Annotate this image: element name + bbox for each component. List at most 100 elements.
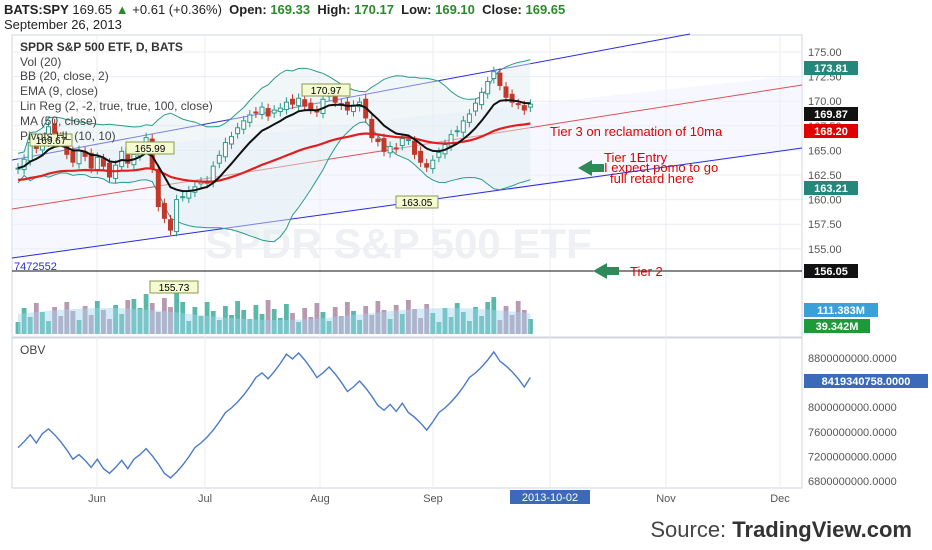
candle-body — [241, 120, 247, 130]
volume-bar — [149, 303, 155, 334]
volume-bar — [119, 314, 125, 334]
price-tick: 175.00 — [808, 47, 842, 59]
price-tick: 160.00 — [808, 195, 842, 207]
pivot-label-3: 165.99 — [125, 141, 175, 155]
volume-bar — [467, 321, 472, 334]
annotation-tier3: Tier 3 on reclamation of 10ma — [550, 124, 723, 139]
volume-bar — [253, 305, 259, 334]
volume-bar — [528, 319, 533, 334]
volume-bar — [40, 312, 45, 334]
quote-header: BATS:SPY 169.65 ▲ +0.61 (+0.36%) Open: 1… — [4, 2, 565, 32]
candle-body — [436, 151, 442, 158]
candle-body — [210, 165, 216, 183]
bollinger-bands — [17, 59, 531, 243]
volume-bar — [162, 298, 167, 334]
svg-text:39.342M: 39.342M — [816, 321, 859, 333]
last-price: 169.65 — [72, 2, 113, 17]
price-tick: 165.00 — [808, 145, 842, 157]
legend-title: SPDR S&P 500 ETF, D, BATS — [20, 40, 183, 54]
ema-line — [17, 99, 531, 193]
volume-bar — [406, 300, 411, 334]
time-label-nov: Nov — [656, 493, 676, 505]
volume-bar — [229, 315, 234, 334]
obv-axis[interactable]: 8800000000.00008400000000.00008000000000… — [808, 353, 897, 488]
candle-body — [216, 154, 222, 164]
candle-body — [302, 99, 308, 107]
candle-body — [174, 199, 180, 233]
svg-text:2013-10-02: 2013-10-02 — [522, 492, 578, 504]
candle-body — [259, 106, 265, 115]
volume-bar — [192, 307, 198, 334]
volume-bar — [58, 316, 64, 334]
volume-bar — [399, 314, 405, 334]
svg-text:169.87: 169.87 — [814, 109, 848, 121]
svg-text:173.81: 173.81 — [814, 63, 848, 75]
candle-body — [466, 113, 472, 123]
volume-bar — [430, 313, 436, 334]
candle-body — [277, 107, 283, 113]
volume-bar — [113, 305, 118, 334]
linreg-upper-line — [11, 33, 691, 161]
candle-body — [497, 72, 503, 86]
volume-bar — [393, 305, 399, 334]
time-cursor-tag: 2013-10-02 — [510, 490, 590, 504]
obv-tick: 8000000000.0000 — [808, 402, 897, 414]
volume-bar — [174, 293, 179, 334]
obv-tick: 8800000000.0000 — [808, 353, 897, 365]
candle-body — [485, 81, 491, 95]
volume-bar — [460, 312, 466, 334]
volume-bar — [265, 300, 271, 334]
candle-body — [271, 109, 277, 114]
candle-body — [454, 130, 460, 133]
svg-text:163.05: 163.05 — [402, 198, 433, 209]
volume-bar — [290, 313, 295, 334]
svg-text:155.73: 155.73 — [159, 283, 190, 294]
candle-body — [387, 145, 393, 154]
change: +0.61 (+0.36%) — [132, 2, 222, 17]
price-axis[interactable]: 175.00172.50170.00167.50165.00162.50160.… — [808, 47, 842, 256]
candle-body — [399, 138, 405, 146]
candle-body — [235, 127, 241, 135]
legend-vol: Vol (20) — [20, 55, 61, 69]
annotation-tier2: Tier 2 — [630, 264, 663, 279]
volume-bar — [241, 310, 247, 334]
svg-text:169.67: 169.67 — [36, 136, 67, 147]
obv-tick: 7600000000.0000 — [808, 427, 897, 439]
obv-pane[interactable] — [11, 337, 803, 489]
volume-bar — [351, 311, 356, 334]
arrow-tier1-icon — [578, 160, 604, 176]
candle-body — [253, 111, 259, 114]
candle-body — [491, 71, 497, 80]
source-credit: Source: TradingView.com — [650, 517, 912, 542]
volume-bar — [210, 311, 216, 334]
volume-bar — [94, 301, 100, 334]
candle-body — [527, 103, 533, 108]
svg-text:170.97: 170.97 — [311, 86, 342, 97]
volume-bar — [155, 312, 161, 334]
volume-bar — [357, 320, 362, 334]
candle-body — [88, 152, 94, 169]
candle-body — [155, 169, 161, 207]
legend-pivots: Pivots HL (10, 10) — [20, 129, 116, 143]
pivot-label-1: 170.97 — [301, 83, 351, 97]
volume-bar — [345, 302, 350, 334]
volume-bar — [509, 315, 515, 334]
price-tick: 157.50 — [808, 219, 842, 231]
candle-body — [100, 158, 106, 167]
candle-body — [283, 101, 289, 111]
volume-bar — [521, 310, 527, 334]
triangle-up-icon: ▲ — [115, 2, 129, 17]
volume-bar — [338, 316, 344, 334]
low-label: Low: — [401, 2, 432, 17]
candle-body — [473, 102, 478, 112]
volume-bar — [33, 303, 39, 334]
volume-bar — [27, 317, 33, 334]
volume-bar — [515, 301, 521, 334]
time-axis[interactable]: Jun Jul Aug Sep Nov Dec — [88, 493, 790, 505]
volume-bar — [223, 306, 228, 334]
annotation-tier1-line3: full retard here — [610, 171, 694, 186]
volume-bar — [88, 315, 94, 334]
ma50-line — [17, 122, 531, 184]
volume-bars — [15, 293, 533, 334]
